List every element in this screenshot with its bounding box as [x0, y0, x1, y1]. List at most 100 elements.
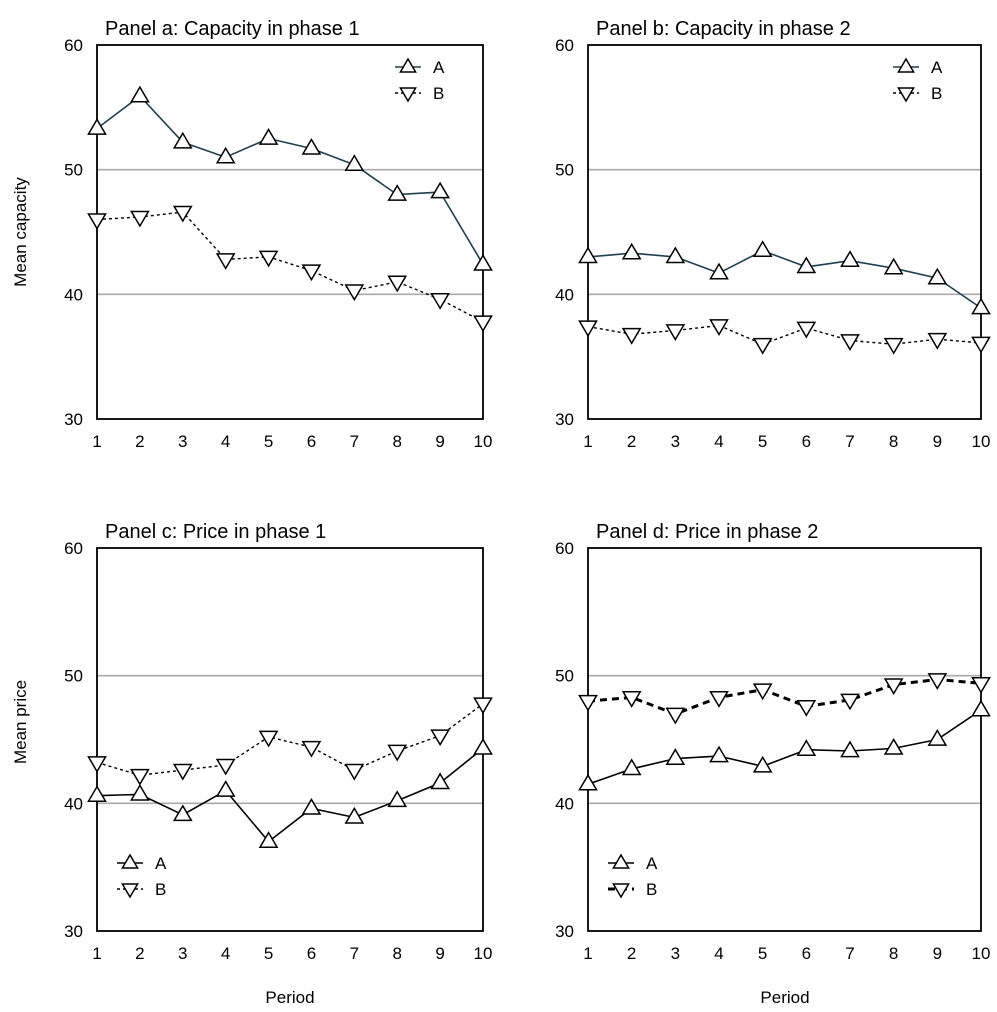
- marker-A-10: [473, 737, 493, 755]
- x-tick-label: 10: [474, 432, 493, 451]
- marker-A-6: [301, 137, 322, 155]
- marker-A-9: [927, 267, 948, 285]
- legend-marker-B: [121, 883, 139, 899]
- x-tick-label: 3: [178, 432, 187, 451]
- marker-B-4: [215, 253, 236, 270]
- x-tick-label: 6: [802, 432, 811, 451]
- marker-A-9: [927, 729, 948, 746]
- x-tick-label: 6: [802, 944, 811, 963]
- marker-A-6: [796, 256, 817, 274]
- marker-B-6: [796, 321, 817, 339]
- x-tick-label: 2: [135, 944, 144, 963]
- legend-marker-B: [897, 87, 915, 103]
- marker-B-4: [709, 319, 729, 336]
- marker-B-9: [430, 729, 450, 747]
- x-tick-label: 1: [92, 944, 101, 963]
- marker-A-10: [473, 253, 493, 271]
- series-line-A: [587, 249, 982, 309]
- marker-A-5: [258, 128, 279, 145]
- y-tick-label: 40: [555, 794, 574, 813]
- panel-title: Panel d: Price in phase 2: [596, 521, 818, 543]
- x-tick-label: 10: [474, 944, 493, 963]
- marker-A-10: [971, 699, 991, 717]
- marker-A-8: [883, 737, 904, 755]
- marker-A-2: [621, 758, 642, 776]
- marker-A-4: [709, 262, 729, 280]
- marker-B-5: [258, 250, 279, 268]
- marker-B-6: [796, 699, 817, 717]
- y-tick-label: 40: [555, 285, 574, 304]
- marker-A-9: [430, 772, 450, 790]
- marker-A-7: [344, 154, 365, 172]
- x-tick-label: 4: [221, 432, 230, 451]
- marker-A-3: [172, 804, 193, 822]
- panel-title: Panel a: Capacity in phase 1: [105, 18, 360, 40]
- x-tick-label: 5: [758, 944, 767, 963]
- marker-B-10: [971, 676, 991, 694]
- y-tick-label: 30: [555, 410, 574, 429]
- x-tick-label: 4: [714, 432, 723, 451]
- marker-A-10: [971, 297, 991, 315]
- marker-A-8: [883, 257, 904, 275]
- marker-B-7: [840, 693, 860, 711]
- x-tick-label: 7: [845, 944, 854, 963]
- y-tick-label: 40: [64, 794, 83, 813]
- x-tick-label: 7: [350, 944, 359, 963]
- x-tick-label: 6: [307, 944, 316, 963]
- marker-B-1: [578, 694, 598, 712]
- marker-B-10: [971, 336, 991, 354]
- legend-label-B: B: [646, 880, 657, 899]
- x-tick-label: 2: [135, 432, 144, 451]
- y-tick-label: 50: [64, 161, 83, 180]
- y-tick-label: 40: [64, 285, 83, 304]
- legend-label-B: B: [155, 880, 166, 899]
- marker-A-2: [621, 242, 642, 260]
- series-line-A: [587, 709, 982, 785]
- x-tick-label: 10: [972, 432, 991, 451]
- y-axis-label-top: Mean capacity: [11, 177, 30, 287]
- marker-B-7: [840, 334, 860, 351]
- marker-B-3: [172, 205, 193, 223]
- x-tick-label: 9: [933, 432, 942, 451]
- marker-A-1: [87, 118, 107, 135]
- marker-A-1: [578, 246, 598, 264]
- marker-A-9: [430, 181, 450, 199]
- legend-label-A: A: [931, 58, 943, 77]
- panel-3: Panel c: Price in phase 1 30 40 50 60 1 2 3 4 5 6 7…: [64, 521, 493, 963]
- marker-A-8: [387, 184, 408, 201]
- marker-B-1: [578, 320, 598, 338]
- x-tick-label: 3: [671, 944, 680, 963]
- panel-2: Panel b: Capacity in phase 2 30 40 50 60 1 2 3 4…: [555, 18, 991, 451]
- marker-A-7: [344, 806, 365, 824]
- y-tick-label: 50: [555, 161, 574, 180]
- marker-B-7: [344, 763, 365, 781]
- panel-1: Panel a: Capacity in phase 1 30 40 50 60 1 2 3 4…: [64, 18, 493, 451]
- marker-A-7: [840, 250, 860, 268]
- marker-A-5: [752, 755, 773, 773]
- panels: Panel a: Capacity in phase 1 30 40 50 60 1 2 3 4…: [64, 18, 991, 963]
- x-tick-label: 4: [221, 944, 230, 963]
- y-tick-label: 30: [64, 410, 83, 429]
- marker-A-1: [87, 785, 107, 803]
- y-tick-label: 50: [64, 667, 83, 686]
- marker-B-9: [927, 332, 948, 350]
- marker-B-6: [301, 740, 322, 758]
- x-tick-label: 8: [889, 944, 898, 963]
- y-tick-label: 60: [64, 539, 83, 558]
- legend-label-B: B: [433, 84, 444, 103]
- y-tick-label: 60: [555, 36, 574, 55]
- y-tick-label: 60: [64, 36, 83, 55]
- marker-B-8: [387, 744, 408, 762]
- series-line-B: [587, 324, 982, 345]
- y-tick-label: 60: [555, 539, 574, 558]
- marker-A-1: [578, 773, 598, 791]
- marker-A-5: [258, 831, 279, 848]
- marker-B-9: [927, 673, 948, 690]
- marker-B-7: [344, 284, 365, 302]
- legend-marker-A: [121, 853, 139, 869]
- marker-A-6: [301, 797, 322, 815]
- marker-B-4: [215, 758, 236, 776]
- marker-A-3: [172, 131, 193, 149]
- legend: AB: [608, 853, 658, 899]
- legend: AB: [395, 57, 445, 103]
